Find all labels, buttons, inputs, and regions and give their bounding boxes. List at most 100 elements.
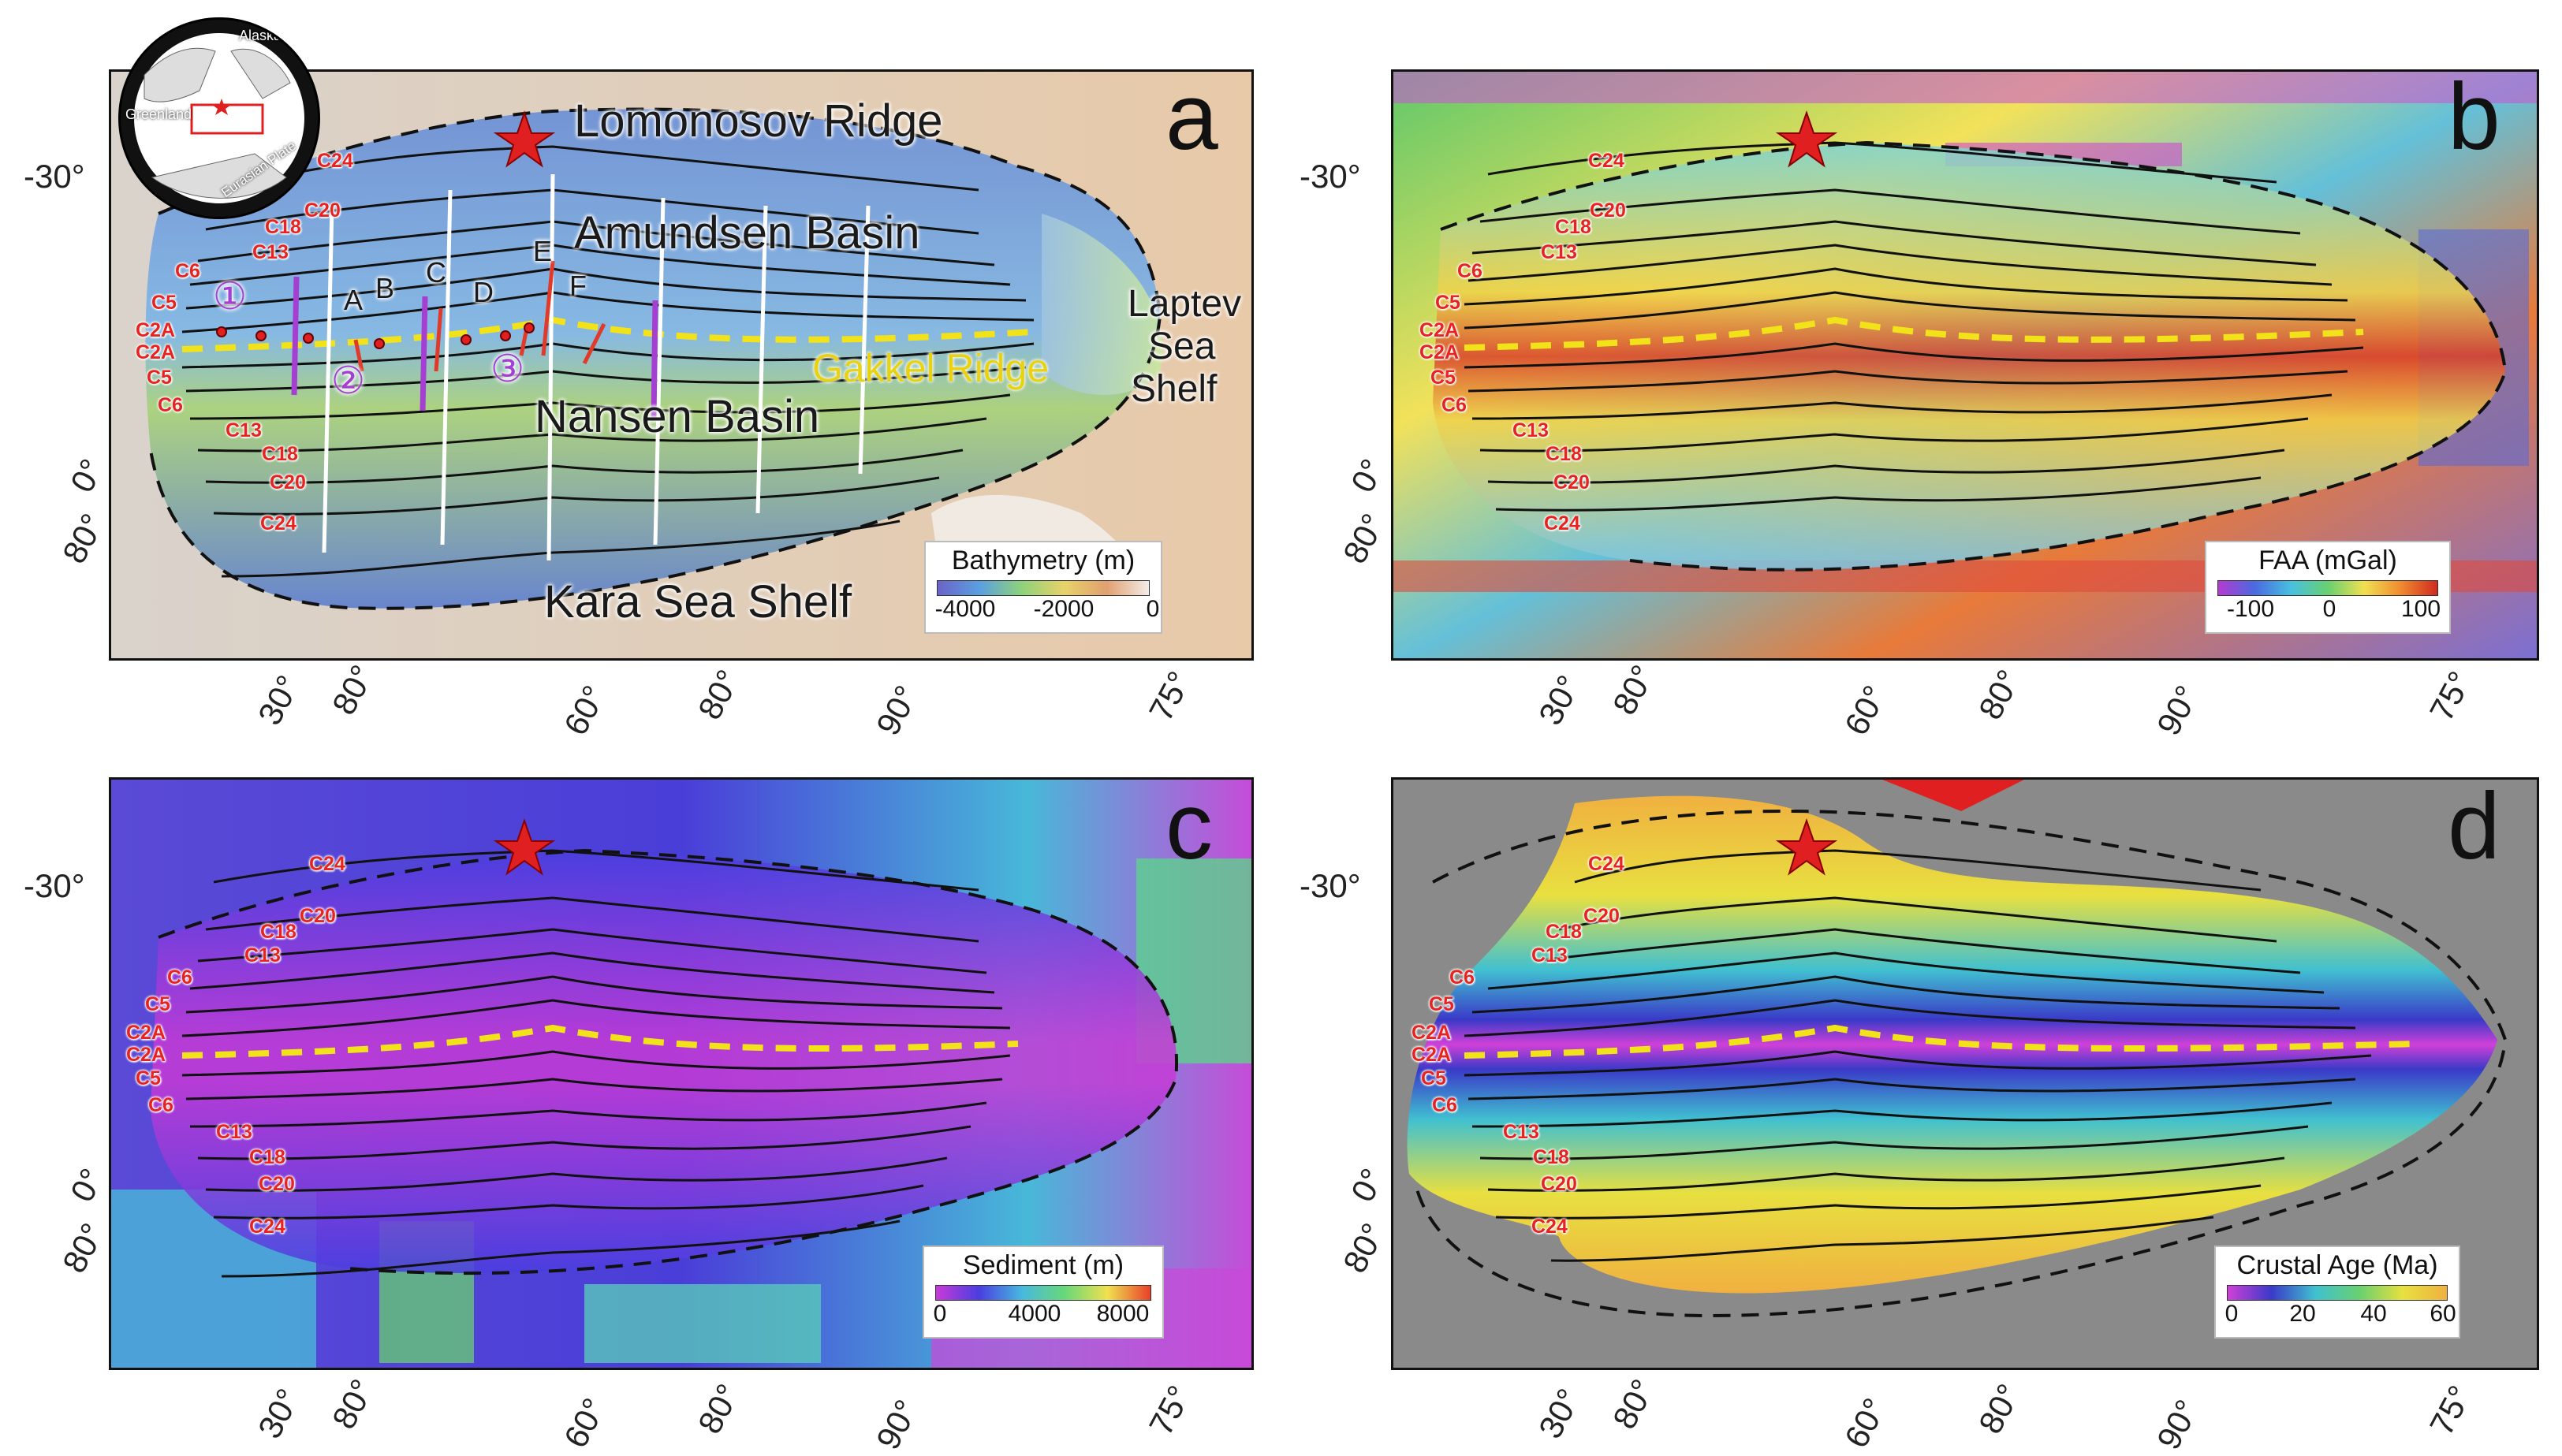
scale-tick: -100 — [2226, 596, 2275, 622]
chron-c-top-c13: C13 — [244, 944, 281, 966]
chron-c-bot-c6: C6 — [148, 1094, 173, 1116]
label-nansen: Nansen Basin — [535, 391, 820, 442]
map-frame-c — [109, 777, 1254, 1370]
panel-letter-b: b — [2448, 64, 2500, 169]
profile-label-a: A — [344, 284, 364, 316]
label-amundsen: Amundsen Basin — [574, 207, 920, 259]
chron-d-bot-c20: C20 — [1541, 1173, 1577, 1195]
coord-bottom: 80° — [1605, 1372, 1662, 1436]
coord-bottom: 75° — [2422, 665, 2479, 728]
scale-bar-crustal-age: Crustal Age (Ma) 0 20 40 60 — [2214, 1246, 2460, 1339]
chron-a-bot-c5: C5 — [147, 367, 172, 389]
inset-label-greenland: Greenland — [125, 106, 192, 122]
scale-gradient — [937, 580, 1150, 596]
chron-b-top-c13: C13 — [1541, 241, 1577, 263]
panel-letter-a: a — [1165, 64, 1218, 169]
panel-a: a Alaska Greenland Eurasian Plate Lomono… — [0, 0, 1281, 741]
coord-bottom: 80° — [325, 658, 382, 721]
chron-a-top-c6: C6 — [175, 260, 200, 282]
coord-bottom: 60° — [1837, 1391, 1894, 1454]
coord-bottom: 80° — [1971, 663, 2028, 726]
scale-gradient — [2227, 1285, 2448, 1301]
chron-a-top-c13: C13 — [252, 241, 289, 263]
label-laptev-1: Laptev — [1128, 283, 1242, 325]
chron-c-bot-c24: C24 — [249, 1216, 285, 1238]
profile-label-b: B — [375, 272, 395, 304]
coord-bottom: 30° — [1531, 668, 1588, 732]
chron-d-top-c24: C24 — [1588, 853, 1624, 875]
map-frame-d — [1391, 777, 2539, 1370]
chron-c-top-c5: C5 — [145, 993, 170, 1015]
chron-d-top-c13: C13 — [1531, 944, 1568, 966]
chron-d-top-c5: C5 — [1429, 993, 1454, 1015]
scale-tick: 100 — [2400, 596, 2441, 622]
chron-d-bot-c24: C24 — [1531, 1216, 1568, 1238]
chron-d-top-c2a: C2A — [1412, 1022, 1452, 1044]
panel-letter-d: d — [2448, 773, 2500, 879]
chron-a-bot-c13: C13 — [226, 419, 262, 441]
chron-c-bot-c2a: C2A — [126, 1044, 166, 1066]
circled-1: ① — [213, 276, 248, 318]
chron-a-bot-c2a: C2A — [136, 341, 176, 363]
chron-b-bot-c2a: C2A — [1419, 341, 1460, 363]
star-marker — [1775, 110, 1838, 168]
chron-b-bot-c13: C13 — [1512, 419, 1549, 441]
coord-bottom: 80° — [325, 1372, 382, 1436]
profile-label-c: C — [426, 256, 446, 289]
coord-eighty-left: 80° — [55, 507, 112, 570]
chron-d-bot-c5: C5 — [1421, 1067, 1446, 1089]
coord-lat-left: -30° — [1300, 158, 1361, 195]
coord-bottom: 75° — [1142, 665, 1199, 728]
scale-tick: 60 — [2430, 1301, 2456, 1327]
scale-bar-sediment: Sediment (m) 0 4000 8000 — [923, 1246, 1164, 1339]
chron-b-top-c2a: C2A — [1419, 319, 1460, 341]
chron-a-top-c2a: C2A — [136, 319, 176, 341]
label-laptev-2: Sea — [1148, 326, 1216, 367]
chron-b-bot-c24: C24 — [1544, 512, 1580, 534]
coord-bottom: 80° — [1971, 1377, 2028, 1440]
chron-c-top-c18: C18 — [260, 921, 296, 943]
inset-globe: Alaska Greenland Eurasian Plate — [118, 17, 320, 219]
chron-d-top-c20: C20 — [1583, 905, 1620, 927]
panel-c: c C24 C20 C18 C13 C6 C5 C2A C2A C5 C6 C1… — [0, 725, 1281, 1455]
coord-bottom: 60° — [557, 1391, 613, 1454]
scale-bar-bathymetry: Bathymetry (m) -4000 -2000 0 — [924, 541, 1162, 634]
coord-zero: 0° — [63, 1162, 111, 1208]
inset-label-alaska: Alaska — [239, 28, 282, 43]
panel-b: b C24 C20 C18 C13 C6 C5 C2A C2A C5 C6 C1… — [1281, 0, 2562, 741]
chron-c-bot-c13: C13 — [216, 1121, 252, 1143]
chron-c-top-c20: C20 — [300, 905, 336, 927]
star-marker — [493, 817, 556, 876]
coord-zero: 0° — [1344, 1162, 1392, 1208]
chron-d-bot-c2a: C2A — [1412, 1044, 1452, 1066]
coord-lat-left: -30° — [24, 867, 85, 904]
chron-a-bot-c24: C24 — [260, 512, 296, 534]
chron-b-top-c5: C5 — [1435, 292, 1460, 314]
scale-gradient — [935, 1285, 1151, 1301]
scale-tick: 0 — [1146, 596, 1160, 622]
chron-c-bot-c18: C18 — [249, 1146, 285, 1168]
profile-label-d: D — [473, 276, 494, 308]
label-laptev-3: Shelf — [1131, 368, 1218, 410]
crustal-age-map — [1393, 780, 2537, 1368]
chron-b-bot-c5: C5 — [1430, 367, 1456, 389]
label-kara: Kara Sea Shelf — [544, 576, 852, 627]
coord-lat-left: -30° — [1300, 867, 1361, 904]
coord-eighty-left: 80° — [1336, 1216, 1393, 1279]
scale-tick: 4000 — [1008, 1301, 1061, 1327]
chron-a-top-c20: C20 — [304, 199, 341, 222]
profile-label-e: E — [533, 235, 553, 267]
coord-bottom: 30° — [1531, 1382, 1588, 1445]
coord-bottom: 80° — [1605, 658, 1662, 721]
label-lomonosov: Lomonosov Ridge — [574, 95, 943, 147]
sediment-map — [111, 780, 1251, 1368]
coord-bottom: 75° — [1142, 1379, 1199, 1442]
star-marker — [493, 110, 556, 168]
scale-title: Bathymetry (m) — [951, 546, 1136, 575]
chron-a-top-c5: C5 — [151, 292, 177, 314]
chron-c-top-c6: C6 — [167, 966, 192, 989]
scale-tick: 8000 — [1096, 1301, 1150, 1327]
coord-lat-left: -30° — [24, 158, 85, 195]
coord-bottom: 90° — [869, 1393, 926, 1456]
chron-b-top-c20: C20 — [1590, 199, 1626, 222]
